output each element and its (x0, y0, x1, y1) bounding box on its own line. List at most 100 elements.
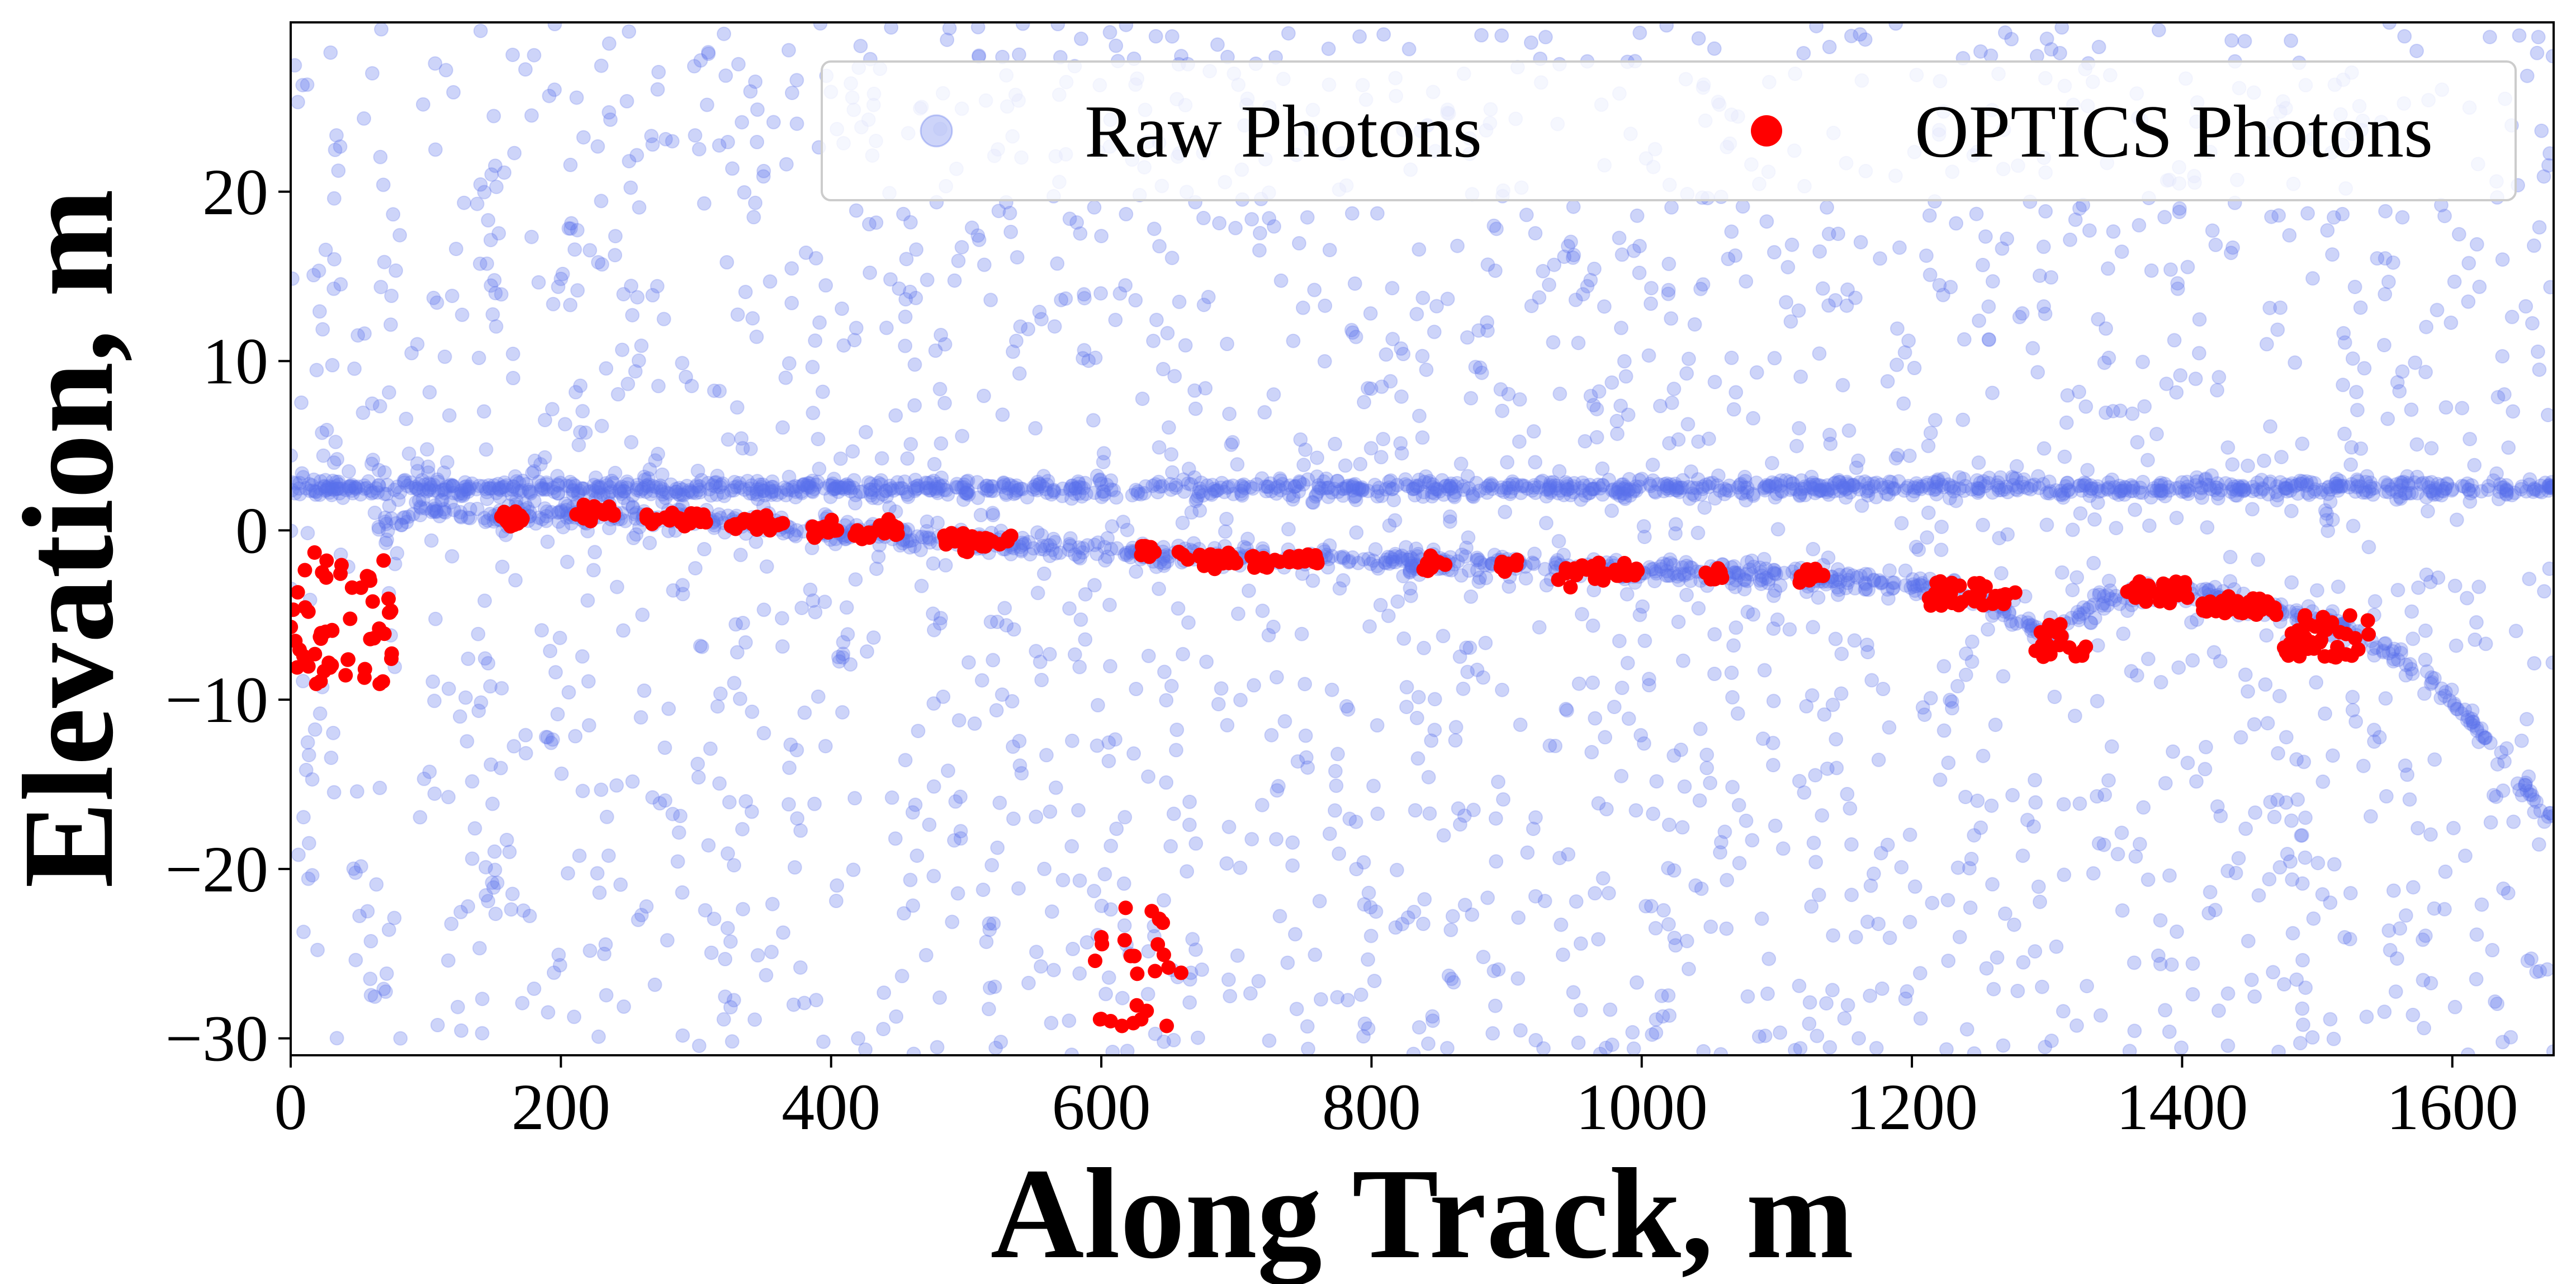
raw-photon-point (938, 558, 953, 573)
raw-photon-point (1457, 898, 1472, 913)
raw-photon-point (326, 725, 341, 740)
raw-photon-point (512, 475, 527, 490)
raw-photon-point (1900, 984, 1915, 999)
raw-photon-point (1409, 306, 1424, 322)
raw-photon-point (2398, 908, 2413, 923)
raw-photon-point (1876, 480, 1891, 495)
raw-photon-point (1615, 486, 1630, 501)
raw-photon-point (1702, 476, 1717, 491)
raw-photon-point (692, 1038, 707, 1054)
raw-photon-point (2193, 485, 2208, 501)
raw-photon-point (2264, 209, 2279, 224)
raw-photon-point (710, 468, 725, 483)
raw-photon-point (1909, 540, 1924, 554)
raw-photon-point (1537, 894, 1552, 909)
raw-photon-point (1440, 291, 1455, 306)
raw-photon-point (1285, 492, 1300, 507)
raw-photon-point (1746, 488, 1761, 503)
raw-photon-point (1643, 478, 1658, 493)
raw-photon-point (2310, 856, 2326, 871)
raw-photon-point (583, 943, 598, 958)
raw-photon-point (552, 958, 567, 973)
raw-photon-point (720, 135, 735, 149)
raw-photon-point (1860, 914, 1875, 929)
raw-photon-point (1436, 487, 1451, 502)
raw-photon-point (1922, 267, 1938, 282)
raw-photon-point (661, 701, 676, 716)
raw-photon-point (623, 180, 638, 195)
raw-photon-point (1116, 876, 1131, 891)
raw-photon-point (2266, 965, 2281, 980)
raw-photon-point (2504, 309, 2520, 324)
raw-photon-point (1792, 978, 1807, 993)
raw-photon-point (2337, 426, 2352, 441)
raw-photon-point (1346, 483, 1361, 498)
raw-photon-point (1491, 962, 1506, 977)
raw-photon-point (1574, 492, 1588, 507)
raw-photon-point (805, 484, 820, 499)
raw-photon-point (1828, 293, 1843, 308)
raw-photon-point (954, 480, 969, 495)
raw-photon-point (1409, 541, 1424, 556)
raw-photon-point (2323, 895, 2338, 910)
raw-photon-point (1459, 540, 1474, 555)
raw-photon-point (926, 779, 941, 794)
raw-photon-point (471, 704, 486, 719)
raw-photon-point (1104, 838, 1119, 853)
raw-photon-point (712, 138, 727, 153)
raw-photon-point (624, 435, 639, 450)
raw-photon-point (782, 760, 797, 775)
raw-photon-point (556, 520, 571, 535)
raw-photon-point (400, 478, 415, 493)
raw-photon-point (550, 707, 565, 722)
raw-photon-point (540, 534, 555, 549)
raw-photon-point (675, 487, 690, 502)
raw-photon-point (1357, 1016, 1372, 1031)
raw-photon-point (1520, 845, 1535, 860)
raw-photon-point (1370, 489, 1385, 504)
raw-photon-point (884, 22, 899, 35)
raw-photon-point (703, 741, 718, 756)
raw-photon-point (2419, 567, 2434, 582)
raw-photon-point (1077, 291, 1092, 306)
raw-photon-point (1189, 492, 1204, 507)
raw-photon-point (1432, 484, 1447, 499)
raw-photon-point (2414, 476, 2429, 492)
raw-photon-point (801, 479, 816, 494)
raw-photon-point (1717, 481, 1732, 497)
raw-photon-point (2086, 555, 2101, 570)
raw-photon-point (379, 487, 394, 502)
raw-photon-point (462, 479, 477, 494)
raw-photon-point (1450, 476, 1465, 490)
raw-photon-point (633, 710, 648, 725)
raw-photon-point (1289, 1002, 1304, 1017)
raw-photon-point (1068, 481, 1083, 495)
raw-photon-point (397, 473, 413, 488)
raw-photon-point (483, 679, 498, 694)
raw-photon-point (2047, 690, 2062, 705)
raw-photon-point (1882, 931, 1897, 945)
raw-photon-point (1655, 1009, 1670, 1024)
raw-photon-point (1542, 277, 1556, 292)
raw-photon-point (2036, 239, 2051, 254)
raw-photon-point (596, 487, 611, 502)
raw-photon-point (2490, 390, 2506, 405)
raw-photon-point (2223, 484, 2238, 499)
raw-photon-point (1860, 645, 1876, 660)
raw-photon-point (2405, 880, 2421, 895)
raw-photon-point (2172, 480, 2187, 495)
raw-photon-point (2348, 714, 2364, 729)
raw-photon-point (2004, 32, 2019, 46)
raw-photon-point (381, 385, 396, 400)
raw-photon-point (1322, 243, 1337, 258)
raw-photon-point (2039, 31, 2054, 46)
raw-photon-point (1768, 583, 1783, 598)
raw-photon-point (1920, 477, 1935, 492)
optics-photon-point (968, 535, 983, 550)
raw-photon-point (2321, 479, 2336, 494)
raw-photon-point (2127, 955, 2142, 970)
raw-photon-point (1773, 578, 1788, 593)
raw-photon-point (1109, 38, 1124, 53)
raw-photon-point (2032, 268, 2047, 283)
raw-photon-point (2318, 503, 2333, 518)
